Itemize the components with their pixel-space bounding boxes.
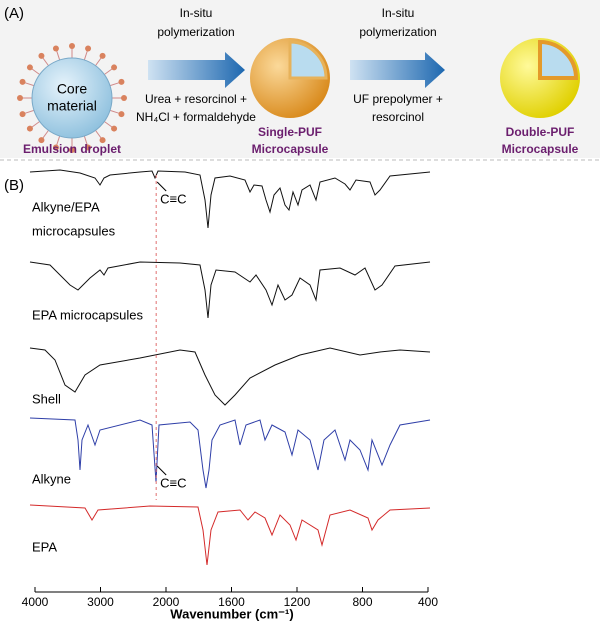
step-text: resorcinol — [372, 110, 424, 124]
spike-head — [52, 45, 59, 52]
x-tick-label: 3000 — [87, 595, 114, 609]
spike-head — [17, 95, 23, 101]
spike-head — [19, 78, 26, 85]
spike-head — [38, 52, 45, 59]
stage-label: Double-PUF — [506, 125, 575, 139]
spike-head — [19, 111, 26, 118]
core-label: Core — [57, 81, 88, 97]
droplet — [31, 57, 113, 139]
arrow — [148, 52, 245, 88]
spike-head — [118, 78, 125, 85]
arrow — [350, 52, 445, 88]
series-label: EPA microcapsules — [32, 307, 144, 322]
series-label: Alkyne/EPA — [32, 199, 100, 214]
x-tick-label: 800 — [352, 595, 372, 609]
spike — [24, 82, 35, 87]
panel-label: (A) — [4, 5, 24, 22]
spectrum — [29, 261, 431, 319]
spike-head — [26, 64, 33, 71]
spike-head — [26, 125, 33, 132]
spike — [109, 109, 120, 114]
spike-head — [111, 64, 118, 71]
spike-head — [85, 144, 92, 151]
cutaway — [538, 39, 579, 80]
stage-label: Microcapsule — [502, 142, 579, 156]
step-text: UF prepolymer + — [353, 92, 443, 106]
spike — [83, 135, 88, 146]
spike-head — [99, 137, 106, 144]
core-label: material — [47, 98, 97, 114]
stage-label: Emulsion droplet — [23, 142, 121, 156]
series-label: Alkyne — [32, 471, 71, 486]
x-axis-label: Wavenumber (cm⁻¹) — [170, 606, 293, 621]
spike — [95, 57, 102, 66]
stage-label: Single-PUF — [258, 125, 322, 139]
spike-head — [52, 144, 59, 151]
panel-label: (B) — [4, 177, 24, 194]
spike — [56, 50, 61, 61]
spike-head — [69, 147, 75, 153]
x-tick-label: 2000 — [153, 595, 180, 609]
x-tick-label: 4000 — [22, 595, 49, 609]
step-text: In-situ — [382, 6, 415, 20]
surfactant-spikes — [17, 43, 127, 153]
annotation-arrow — [156, 181, 167, 192]
annotation-arrow — [156, 465, 167, 476]
annotation: C≡C — [160, 475, 186, 490]
spike — [83, 50, 88, 61]
series-label: EPA — [32, 539, 57, 554]
spike — [42, 57, 49, 66]
series-label: Shell — [32, 391, 61, 406]
spectrum — [29, 417, 431, 489]
spike-head — [118, 111, 125, 118]
spike — [104, 121, 113, 128]
stage-label: Microcapsule — [252, 142, 329, 156]
spike-head — [85, 45, 92, 52]
step-text: Urea + resorcinol + — [145, 92, 247, 106]
spectrum — [29, 504, 431, 566]
step-text: In-situ — [180, 6, 213, 20]
cutaway — [288, 40, 328, 80]
spike-head — [38, 137, 45, 144]
spike — [42, 130, 49, 139]
spike — [109, 82, 120, 87]
step-text: NH₄Cl + formaldehyde — [136, 110, 256, 124]
spike-head — [99, 52, 106, 59]
annotation: C≡C — [160, 191, 186, 206]
x-tick-label: 1600 — [218, 595, 245, 609]
spike-head — [121, 95, 127, 101]
step-text: polymerization — [157, 25, 234, 39]
x-tick-label: 1200 — [284, 595, 311, 609]
step-text: polymerization — [359, 25, 436, 39]
spike — [56, 135, 61, 146]
series-label: microcapsules — [32, 223, 116, 238]
spike-head — [111, 125, 118, 132]
spectrum — [29, 169, 431, 229]
spike — [95, 130, 102, 139]
spike — [24, 109, 35, 114]
x-tick-label: 400 — [418, 595, 438, 609]
spike — [31, 68, 40, 75]
spike — [31, 121, 40, 128]
spike-head — [69, 43, 75, 49]
spectrum — [29, 347, 431, 406]
spike — [104, 68, 113, 75]
